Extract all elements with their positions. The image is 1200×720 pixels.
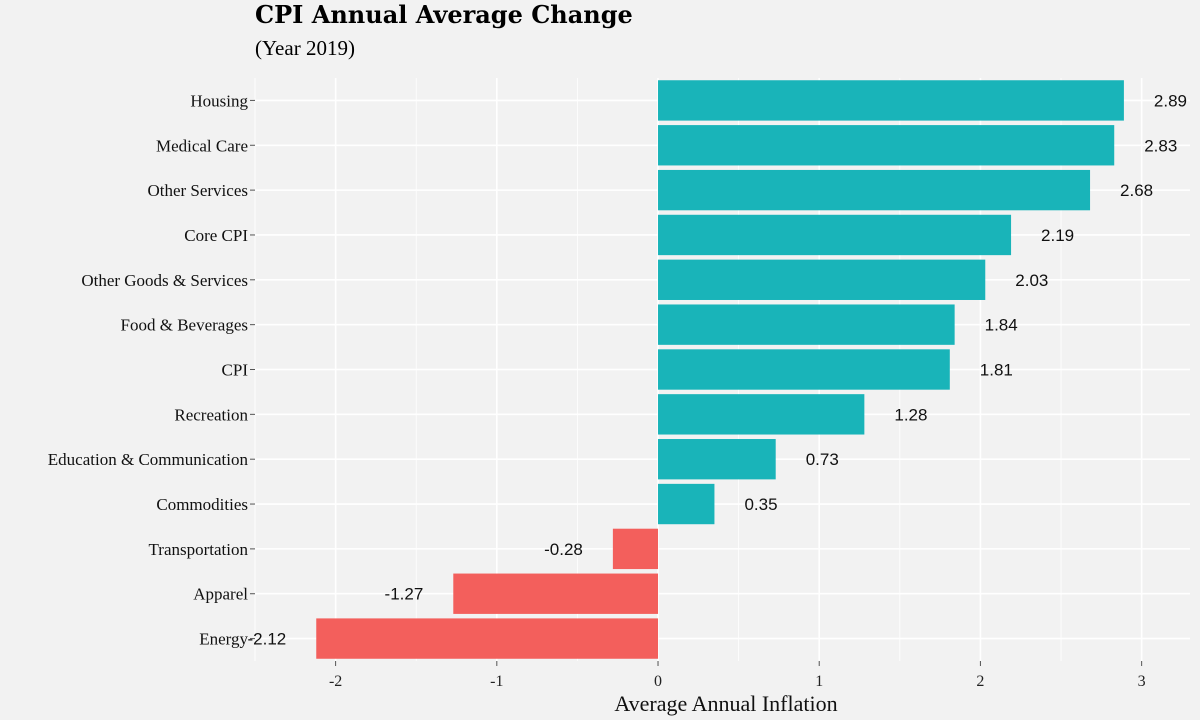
data-label: 0.73 bbox=[806, 450, 839, 469]
category-label: Recreation bbox=[174, 405, 248, 424]
category-label: Other Goods & Services bbox=[81, 271, 248, 290]
data-label: -2.12 bbox=[248, 630, 287, 649]
bar-food-beverages bbox=[658, 304, 955, 345]
category-label: Other Services bbox=[147, 181, 248, 200]
data-label: 1.84 bbox=[985, 316, 1018, 335]
data-label: 2.83 bbox=[1144, 136, 1177, 155]
x-axis-title: Average Annual Inflation bbox=[614, 691, 837, 716]
bar-medical-care bbox=[658, 125, 1115, 166]
x-tick-label: -2 bbox=[329, 673, 342, 690]
bar-housing bbox=[658, 80, 1124, 121]
data-label: 2.03 bbox=[1015, 271, 1048, 290]
data-label: 2.19 bbox=[1041, 226, 1074, 245]
data-label: -1.27 bbox=[385, 585, 424, 604]
bar-other-services bbox=[658, 169, 1091, 211]
category-label: Food & Beverages bbox=[121, 316, 248, 335]
data-label: 2.68 bbox=[1120, 181, 1153, 200]
category-label: Commodities bbox=[156, 495, 248, 514]
bar-commodities bbox=[658, 483, 715, 525]
chart-subtitle: (Year 2019) bbox=[255, 36, 355, 60]
bar-core-cpi bbox=[658, 214, 1012, 256]
category-label: Core CPI bbox=[184, 226, 248, 245]
bar-energy bbox=[316, 618, 659, 659]
data-label: 0.35 bbox=[744, 495, 777, 514]
bar-transportation bbox=[612, 528, 659, 570]
category-label: Transportation bbox=[149, 540, 249, 559]
data-label: 1.81 bbox=[980, 361, 1013, 380]
data-label: 2.89 bbox=[1154, 91, 1187, 110]
bar-cpi bbox=[658, 349, 950, 390]
label-layer: 2.89 2.83 2.68 2.19 2.03 1.84 1.81 1.28 0.73 0.35… bbox=[248, 91, 1187, 648]
axis-layer: Housing Medical Care Other Services Core CP… bbox=[48, 91, 1146, 690]
bar-other-goods-services bbox=[658, 259, 986, 300]
category-label: Energy bbox=[199, 630, 248, 649]
x-tick-label: -1 bbox=[490, 673, 503, 690]
category-label: CPI bbox=[222, 361, 249, 380]
category-label: Medical Care bbox=[156, 136, 248, 155]
category-label: Education & Communication bbox=[48, 450, 249, 469]
x-tick-label: 2 bbox=[976, 673, 984, 690]
bar-education-communication bbox=[658, 439, 776, 480]
bar-apparel bbox=[453, 573, 659, 614]
x-tick-label: 0 bbox=[654, 673, 662, 690]
x-tick-label: 3 bbox=[1138, 673, 1146, 690]
category-label: Housing bbox=[190, 91, 248, 110]
bar-layer bbox=[316, 80, 1124, 659]
data-label: -0.28 bbox=[544, 540, 583, 559]
chart-title: CPI Annual Average Change bbox=[255, 0, 633, 29]
bar-recreation bbox=[658, 394, 865, 435]
data-label: 1.28 bbox=[894, 405, 927, 424]
x-tick-label: 1 bbox=[815, 673, 823, 690]
category-label: Apparel bbox=[193, 585, 248, 604]
